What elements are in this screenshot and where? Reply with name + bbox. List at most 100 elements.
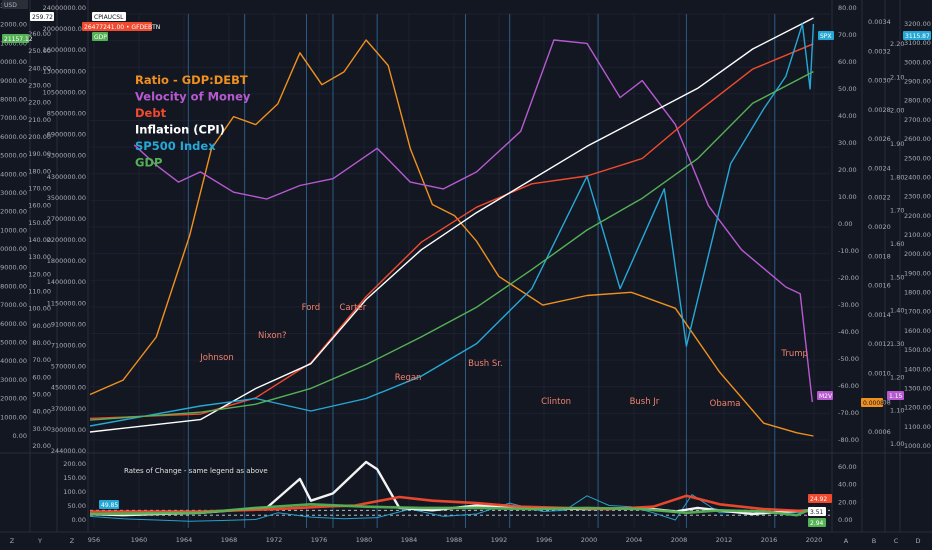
price-tag-label: 2.94 [810,520,824,527]
spx-change-axis-tick: 0.00 [838,220,852,228]
roc-right-tick: 40.00 [838,481,857,489]
debt-axis-tick: 244000.00 [51,447,86,455]
spx-price-axis-tick: 2900.00 [904,78,931,86]
axis-column-letter: Y [37,537,42,545]
price-tag-label: 0.0008 [863,400,884,407]
velocity-axis-tick: 2.10 [890,73,904,81]
price-tag-label: 21157.12 [4,36,33,43]
cpi-axis-tick: 60.00 [32,373,51,381]
x-tick-label: 2000 [581,536,598,544]
ratio-axis-tick: 0.0032 [868,47,891,55]
series-line-velocity-of-money [133,39,813,403]
president-label: Regan [395,373,422,383]
roc-line-gdp [89,502,814,517]
x-tick-label: 1960 [131,536,148,544]
gdp-axis-tick: 19000.00 [0,77,27,85]
velocity-axis-tick: 1.20 [890,373,904,381]
cpi-axis-tick: 200.00 [28,133,51,141]
price-tag-label: 49.85 [101,502,118,509]
price-tag-label: 26477241.00 • GFDEBTN [84,24,160,31]
price-tag-label: 3.51 [810,509,824,516]
x-tick-label: 956 [88,536,100,544]
series-lines [89,17,815,437]
ratio-axis-tick: 0.0018 [868,252,891,260]
axis-column-letter: Z [10,537,15,545]
roc-line-debt [90,494,814,513]
axis-column-letter: D [915,537,920,545]
spx-change-axis-tick: 80.00 [838,4,857,12]
price-tag [92,12,126,21]
legend-entry: Debt [135,106,167,120]
debt-axis-tick: 370000.00 [51,405,86,413]
price-tag-label: SPX [820,33,832,40]
spx-change-axis-tick: -40.00 [838,328,859,336]
x-tick-label: 1964 [176,536,193,544]
gdp-axis-tick: 4000.00 [0,357,27,365]
x-tick-label: 2008 [671,536,688,544]
cpi-axis-tick: 230.00 [28,82,51,90]
axis-column-letter: Z [70,537,75,545]
debt-axis-tick: 2700000.00 [47,215,86,223]
cpi-axis-tick: 240.00 [28,64,51,72]
legend-entry: Ratio - GDP:DEBT [135,73,248,87]
velocity-axis-tick: 1.00 [890,440,904,448]
debt-axis-tick: 10500000.00 [43,88,86,96]
gdp-axis-tick: 12000.00 [0,208,27,216]
cpi-axis-tick: 220.00 [28,99,51,107]
roc-left-tick: 0.00 [72,516,86,524]
president-labels: Johnson Nixon? Ford Carter Regan Bush Sr. Clin… [199,303,808,409]
gdp-axis-tick: 16000.00 [0,133,27,141]
spx-change-axis-tick: 30.00 [838,139,857,147]
spx-change-axis-tick: 50.00 [838,85,857,93]
price-tag [2,0,28,9]
velocity-axis-tick: 2.20 [890,40,904,48]
legend-entry: GDP [135,156,162,170]
ratio-axis-tick: 0.0034 [868,18,891,26]
price-tag [861,398,883,407]
spx-price-axis-tick: 1000.00 [904,442,931,450]
spx-change-axis-tick: -30.00 [838,301,859,309]
spx-change-axis-tick: -10.00 [838,247,859,255]
debt-axis-tick: 570000.00 [51,363,86,371]
debt-axis-tick: 1400000.00 [47,278,86,286]
ratio-axis-tick: 0.0028 [868,106,891,114]
ratio-axis-tick: 0.0010 [868,369,891,377]
president-label: Ford [302,303,321,313]
cpi-axis-tick: 170.00 [28,185,51,193]
gdp-axis-tick: 22000.00 [0,21,27,29]
spx-price-axis-tick: 1600.00 [904,327,931,335]
gdp-axis-tick: 10000.00 [0,245,27,253]
president-label: Nixon? [258,331,287,341]
price-tag [808,507,826,516]
cpi-axis-tick: 150.00 [28,219,51,227]
x-tick-label: 2016 [761,536,778,544]
price-tag [808,494,832,503]
president-label: Trump [780,349,808,359]
cpi-axis-tick: 80.00 [32,339,51,347]
cpi-axis-tick: 70.00 [32,356,51,364]
gdp-axis-tick: 15000.00 [0,152,27,160]
series-line-debt [89,43,814,420]
spx-change-axis-tick: -80.00 [838,436,859,444]
velocity-axis-tick: 1.50 [890,273,904,281]
president-label: Bush Sr. [468,359,503,369]
debt-axis-tick: 13000000.00 [43,67,86,75]
spx-price-axis-tick: 2600.00 [904,135,931,143]
cpi-axis-tick: 50.00 [32,391,51,399]
series-line-sp500-index [89,23,815,427]
ratio-axis-tick: 0.0012 [868,340,891,348]
velocity-axis-tick: 1.10 [890,407,904,415]
cpi-axis-tick: 180.00 [28,167,51,175]
debt-axis-tick: 16000000.00 [43,46,86,54]
legend: Ratio - GDP:DEBT Velocity of Money Debt Inf… [135,73,251,170]
series-line-ratio-gdp-debt [89,39,814,437]
x-tick-label: 1980 [356,536,373,544]
price-tag-label: GDP [94,34,107,41]
president-label: Bush Jr [630,397,660,407]
debt-axis-tick: 1800000.00 [47,257,86,265]
debt-axis-tick: 910000.00 [51,320,86,328]
price-tag-label: M2V [819,393,833,400]
gdp-axis-tick: 20000.00 [0,58,27,66]
cpi-axis-tick: 90.00 [32,322,51,330]
debt-axis-tick: 20000000.00 [43,25,86,33]
